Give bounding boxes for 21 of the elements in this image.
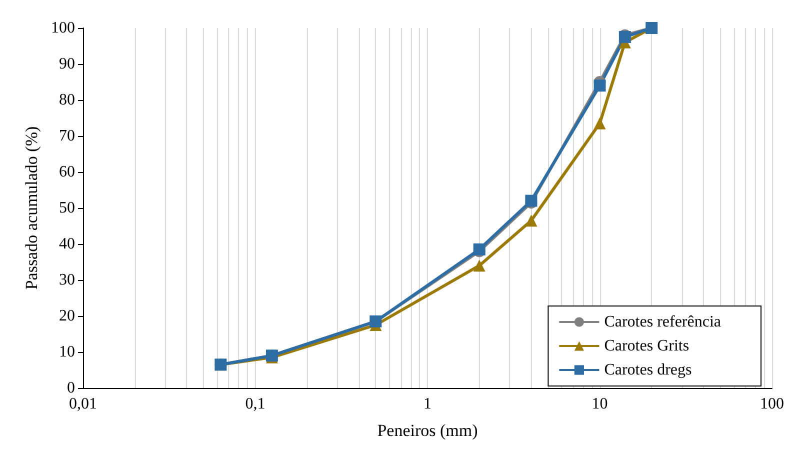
legend-label: Carotes Grits [604,338,690,354]
legend-label: Carotes dregs [604,362,692,378]
y-tick-label: 10 [59,344,75,360]
y-tick-label: 40 [59,236,75,252]
legend-label: Carotes referência [604,314,721,330]
y-tick-label: 20 [59,308,75,324]
y-tick-label: 90 [59,56,75,72]
x-tick-label: 100 [760,396,784,412]
x-axis-title: Peneiros (mm) [377,421,478,440]
y-tick-label: 50 [59,200,75,216]
y-tick-label: 60 [59,164,75,180]
y-tick-label: 100 [51,20,75,36]
x-tick-label: 0,01 [69,396,97,412]
y-tick-label: 80 [59,92,75,108]
y-tick-label: 70 [59,128,75,144]
x-tick-label: 1 [424,396,432,412]
y-tick-label: 30 [59,272,75,288]
y-tick-label: 0 [67,380,75,396]
y-axis-title: Passado acumulado (%) [22,126,42,290]
x-tick-label: 10 [592,396,608,412]
x-tick-label: 0,1 [245,396,266,412]
